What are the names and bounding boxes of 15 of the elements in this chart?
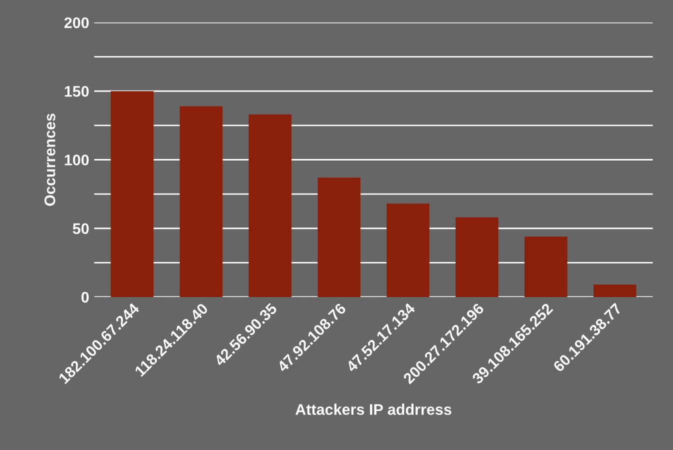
y-tick-label: 150 [64,86,89,97]
bar [180,106,222,297]
y-tick-label: 100 [64,154,89,166]
bar [456,217,498,297]
y-tick-label: 200 [64,17,89,28]
bar [524,236,568,297]
bar [248,114,292,297]
y-tick-label: 50 [72,223,89,234]
bar [386,204,430,297]
x-axis-title: Attackers IP addrress [295,404,452,415]
bar [594,284,636,297]
bar [318,178,360,297]
bar [110,91,154,297]
y-axis-title: Occurrences [44,114,56,206]
y-tick-label: 0 [81,292,89,303]
